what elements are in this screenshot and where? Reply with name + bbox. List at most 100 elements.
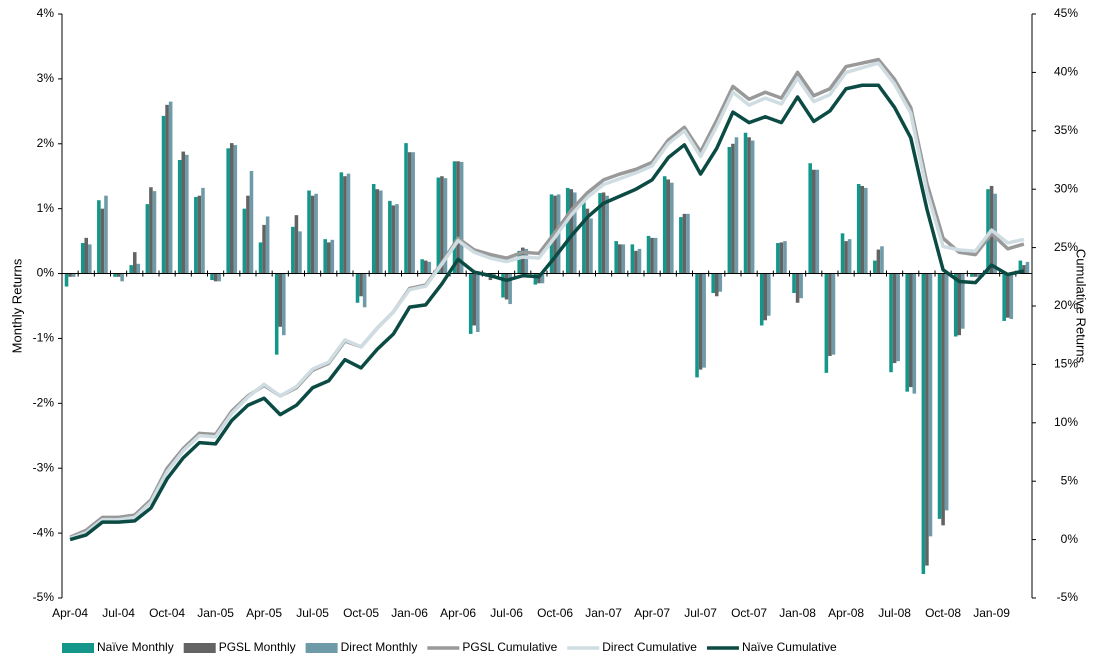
bar xyxy=(617,244,622,274)
bar xyxy=(582,196,586,274)
bar xyxy=(811,169,816,274)
bar xyxy=(759,273,764,326)
legend-swatch xyxy=(183,643,216,653)
x-tick-label: Apr-07 xyxy=(634,606,670,620)
x-tick-label: Oct-08 xyxy=(925,606,961,620)
bar xyxy=(977,273,981,277)
bar xyxy=(520,247,525,274)
bar xyxy=(1002,273,1006,321)
bar xyxy=(476,273,480,332)
legend-label: PGSL Cumulative xyxy=(462,640,557,654)
bar xyxy=(185,154,189,274)
bar xyxy=(750,140,755,274)
bar xyxy=(339,172,344,274)
bar xyxy=(718,273,723,292)
y2-axis-title: Cumulative Returns xyxy=(1074,249,1089,364)
bar xyxy=(892,273,897,364)
bar xyxy=(249,171,254,274)
bar xyxy=(265,216,270,274)
bar xyxy=(731,143,735,274)
bar xyxy=(504,273,509,300)
bar xyxy=(165,104,169,274)
bar xyxy=(889,273,893,373)
bar xyxy=(682,213,687,274)
y2-tick-label: 30% xyxy=(1054,181,1078,195)
legend-label: Naïve Monthly xyxy=(97,640,174,654)
bar xyxy=(314,193,318,274)
y-tick-label: -5% xyxy=(33,590,55,604)
bar xyxy=(116,273,121,277)
x-tick-label: Jul-08 xyxy=(878,606,911,620)
x-tick-label: Jan-06 xyxy=(391,606,428,620)
cumulative-line xyxy=(69,61,1025,541)
bar xyxy=(601,192,606,274)
y-tick-label: 0% xyxy=(37,266,55,280)
bar xyxy=(653,237,658,274)
y2-tick-label: 10% xyxy=(1054,415,1078,429)
y2-tick-label: 15% xyxy=(1054,357,1078,371)
bar xyxy=(767,273,771,316)
bar xyxy=(957,273,962,336)
bar xyxy=(646,235,651,274)
x-tick-label: Jul-04 xyxy=(102,606,135,620)
bar xyxy=(876,249,881,274)
bar xyxy=(323,239,327,274)
bar xyxy=(456,161,460,274)
y-tick-label: -1% xyxy=(33,331,55,345)
bar xyxy=(686,213,690,274)
bar xyxy=(501,273,505,298)
bar xyxy=(197,195,202,274)
bar xyxy=(443,178,448,274)
bar xyxy=(379,190,383,274)
x-tick-label: Jan-08 xyxy=(779,606,816,620)
y-tick-label: -2% xyxy=(33,396,55,410)
bar xyxy=(650,237,654,274)
bar xyxy=(698,273,703,370)
bar xyxy=(831,273,836,355)
y-tick-label: 4% xyxy=(37,6,55,20)
bar xyxy=(860,185,865,274)
bar xyxy=(953,273,958,337)
bar xyxy=(177,160,182,274)
bar xyxy=(598,193,602,274)
bar xyxy=(1005,273,1010,318)
y-tick-label: 1% xyxy=(37,201,55,215)
bar xyxy=(100,208,105,274)
bar xyxy=(355,273,360,303)
bar xyxy=(210,273,214,281)
bar xyxy=(436,177,441,274)
bar xyxy=(986,189,990,274)
bar xyxy=(64,273,69,287)
y-tick-label: 2% xyxy=(37,136,55,150)
y2-tick-label: 0% xyxy=(1061,532,1079,546)
bar xyxy=(792,273,796,294)
bar xyxy=(242,208,247,274)
bar xyxy=(282,273,286,336)
bar xyxy=(343,176,347,274)
bar xyxy=(291,226,295,274)
y2-tick-label: -5% xyxy=(1057,590,1079,604)
bar xyxy=(856,184,861,274)
legend-swatch xyxy=(62,643,94,653)
bar xyxy=(371,184,376,274)
y2-tick-label: 45% xyxy=(1054,6,1078,20)
y2-tick-label: 20% xyxy=(1054,298,1078,312)
legend-swatch xyxy=(305,643,338,653)
bar xyxy=(136,263,141,274)
bar xyxy=(795,273,800,303)
bar xyxy=(152,191,157,274)
bar xyxy=(181,151,186,274)
bar xyxy=(549,194,554,274)
y2-tick-label: 40% xyxy=(1054,65,1078,79)
bar xyxy=(970,273,974,277)
bar xyxy=(679,217,683,274)
bar xyxy=(533,273,538,285)
bar xyxy=(589,218,593,274)
bar xyxy=(815,169,820,274)
bar xyxy=(908,273,913,388)
bar xyxy=(68,273,72,277)
bar xyxy=(278,273,283,327)
legend-label: Direct Monthly xyxy=(341,640,418,654)
bar xyxy=(1009,273,1014,319)
bar xyxy=(145,204,150,274)
